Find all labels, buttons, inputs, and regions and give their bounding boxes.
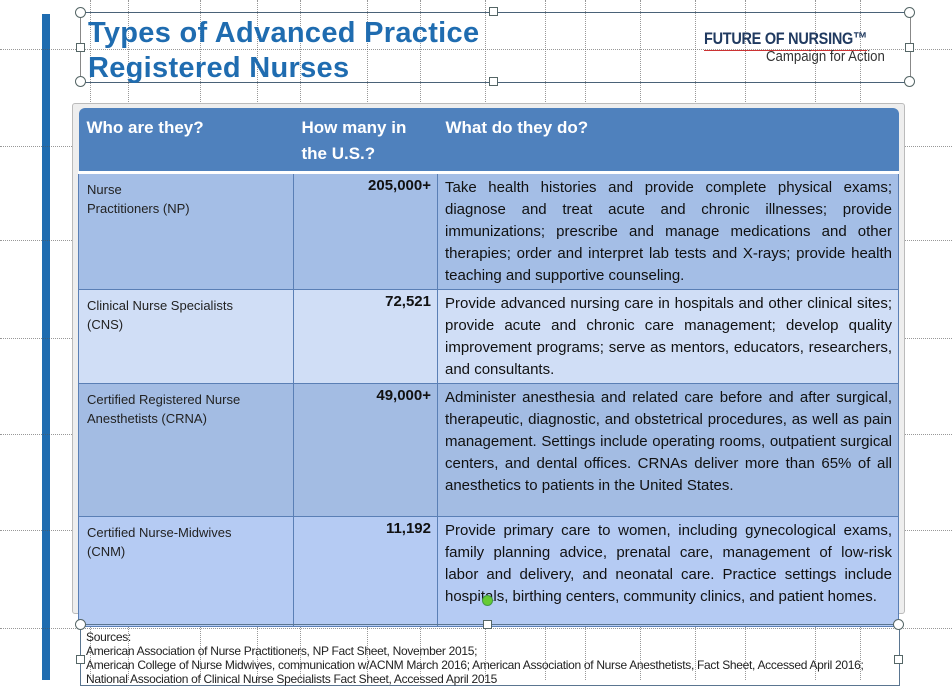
cell-who[interactable]: Certified Registered Nurse Anesthetists …: [78, 383, 294, 517]
resize-handle[interactable]: [904, 76, 915, 87]
table-header-row: Who are they? How many in the U.S.? What…: [78, 108, 899, 173]
cell-what[interactable]: Provide advanced nursing care in hospita…: [437, 289, 899, 384]
resize-handle[interactable]: [893, 619, 904, 630]
resize-handle[interactable]: [75, 7, 86, 18]
guide-line: [0, 628, 952, 629]
resize-handle[interactable]: [904, 7, 915, 18]
cell-who[interactable]: Certified Nurse-Midwives (CNM): [78, 516, 294, 627]
aprn-table[interactable]: Who are they? How many in the U.S.? What…: [78, 108, 899, 627]
resize-handle[interactable]: [76, 655, 85, 664]
cell-who[interactable]: Nurse Practitioners (NP): [78, 172, 294, 290]
cell-count[interactable]: 49,000+: [293, 383, 438, 517]
slide-title[interactable]: Types of Advanced Practice Registered Nu…: [88, 16, 479, 86]
cell-what[interactable]: Take health histories and provide comple…: [437, 172, 899, 290]
title-line: Types of Advanced Practice: [88, 17, 480, 49]
title-line: Registered Nurses: [88, 52, 350, 84]
cell-count[interactable]: 72,521: [293, 289, 438, 384]
logo-future-of-nursing: FUTURE OF NURSING™: [704, 29, 867, 51]
resize-handle[interactable]: [76, 43, 85, 52]
logo-campaign-for-action: Campaign for Action: [766, 48, 885, 65]
source-line: American College of Nurse Midwives, comm…: [86, 658, 864, 686]
cell-what[interactable]: Administer anesthesia and related care b…: [437, 383, 899, 517]
table-row: Certified Nurse-Midwives (CNM) 11,192 Pr…: [78, 516, 899, 627]
rotate-handle[interactable]: [482, 595, 493, 606]
resize-handle[interactable]: [483, 620, 492, 629]
cell-count[interactable]: 11,192: [293, 516, 438, 627]
guide-line: [0, 49, 952, 50]
resize-handle[interactable]: [75, 76, 86, 87]
cell-who[interactable]: Clinical Nurse Specialists (CNS): [78, 289, 294, 384]
resize-handle[interactable]: [894, 655, 903, 664]
cell-what[interactable]: Provide primary care to women, including…: [437, 516, 899, 627]
header-who: Who are they?: [78, 108, 294, 173]
sources-text[interactable]: Sources: American Association of Nurse P…: [86, 630, 896, 686]
table-row: Nurse Practitioners (NP) 205,000+ Take h…: [78, 172, 899, 290]
resize-handle[interactable]: [489, 7, 498, 16]
cell-count[interactable]: 205,000+: [293, 172, 438, 290]
header-count: How many in the U.S.?: [293, 108, 438, 173]
source-line: American Association of Nurse Practition…: [86, 644, 478, 658]
slide-accent-bar: [42, 14, 50, 680]
resize-handle[interactable]: [75, 619, 86, 630]
sources-label: Sources:: [86, 630, 131, 644]
resize-handle[interactable]: [489, 77, 498, 86]
table-row: Clinical Nurse Specialists (CNS) 72,521 …: [78, 289, 899, 384]
header-what: What do they do?: [437, 108, 899, 173]
table-row: Certified Registered Nurse Anesthetists …: [78, 383, 899, 517]
resize-handle[interactable]: [905, 43, 914, 52]
